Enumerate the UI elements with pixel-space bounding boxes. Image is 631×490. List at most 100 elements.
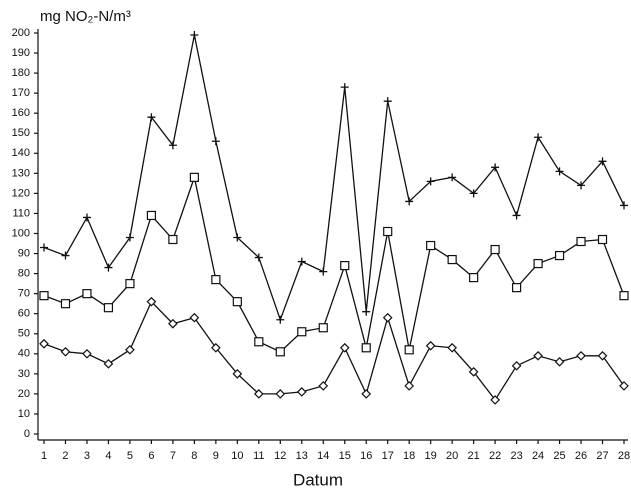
marker-diamond: [318, 381, 329, 391]
marker-plus: [383, 97, 392, 106]
marker-square: [511, 283, 522, 293]
marker-diamond: [554, 356, 565, 367]
marker-square: [576, 236, 586, 247]
marker-plus: [190, 31, 199, 40]
y-tick-label: 160: [12, 107, 30, 119]
marker-plus: [598, 157, 607, 166]
x-tick-label: 26: [575, 450, 587, 462]
x-tick-label: 14: [317, 450, 329, 462]
marker-diamond: [619, 381, 629, 391]
marker-diamond: [468, 366, 479, 377]
x-tick-label: 23: [510, 450, 522, 462]
x-tick-label: 12: [274, 450, 286, 462]
marker-square: [39, 291, 49, 301]
marker-square: [275, 347, 285, 357]
marker-plus: [426, 177, 435, 186]
x-tick-label: 8: [191, 450, 197, 462]
x-tick-label: 24: [532, 450, 544, 462]
y-tick-label: 50: [18, 328, 30, 340]
y-tick-label: 180: [12, 67, 30, 79]
marker-square: [254, 337, 264, 347]
marker-diamond: [339, 342, 350, 353]
marker-plus: [362, 307, 371, 316]
marker-square: [619, 291, 629, 301]
x-tick-label: 9: [213, 450, 219, 462]
marker-diamond: [533, 350, 543, 361]
marker-diamond: [253, 389, 264, 399]
y-tick-label: 0: [24, 428, 30, 440]
marker-square: [447, 254, 457, 265]
marker-square: [168, 234, 178, 245]
x-axis-label: Datum: [293, 470, 343, 489]
x-tick-label: 4: [105, 450, 111, 462]
marker-diamond: [597, 350, 608, 361]
x-tick-label: 3: [84, 450, 90, 462]
x-tick-label: 2: [62, 450, 68, 462]
marker-diamond: [82, 348, 92, 359]
marker-diamond: [39, 338, 49, 349]
x-tick-label: 22: [489, 450, 501, 462]
y-tick-label: 170: [12, 87, 30, 99]
marker-plus: [211, 137, 220, 146]
y-tick-label: 140: [12, 147, 30, 159]
marker-diamond: [576, 350, 586, 361]
marker-diamond: [125, 344, 135, 355]
y-tick-label: 30: [18, 368, 30, 380]
x-tick-label: 7: [170, 450, 176, 462]
y-tick-label: 100: [12, 227, 30, 239]
y-tick-label: 130: [12, 167, 30, 179]
marker-square: [297, 327, 307, 337]
marker-diamond: [168, 318, 178, 329]
y-tick-label: 70: [18, 288, 30, 300]
marker-square: [318, 323, 328, 333]
marker-square: [211, 275, 221, 285]
y-tick-label: 40: [18, 348, 30, 360]
marker-plus: [491, 163, 500, 172]
marker-square: [469, 273, 479, 283]
y-tick-label: 150: [12, 127, 30, 139]
x-tick-label: 17: [382, 450, 394, 462]
y-tick-label: 200: [12, 27, 30, 39]
marker-diamond: [275, 389, 286, 399]
y-tick-label: 20: [18, 388, 30, 400]
marker-square: [554, 250, 565, 261]
marker-plus: [297, 257, 306, 266]
marker-plus: [448, 173, 457, 182]
x-tick-label: 6: [148, 450, 154, 462]
x-tick-label: 13: [296, 450, 308, 462]
marker-diamond: [490, 395, 500, 405]
marker-square: [383, 226, 393, 237]
x-tick-label: 15: [339, 450, 351, 462]
x-tick-label: 10: [231, 450, 243, 462]
series-line: [43, 300, 625, 402]
marker-plus: [254, 253, 263, 262]
marker-diamond: [211, 342, 221, 353]
marker-square: [533, 258, 543, 269]
marker-diamond: [382, 312, 393, 323]
y-tick-label: 80: [18, 268, 30, 280]
x-tick-label: 21: [468, 450, 480, 462]
marker-square: [82, 289, 92, 299]
marker-plus: [82, 213, 91, 222]
marker-diamond: [146, 296, 157, 307]
marker-plus: [512, 211, 521, 220]
marker-plus: [61, 251, 70, 260]
marker-plus: [534, 133, 543, 142]
marker-plus: [405, 197, 414, 206]
marker-square: [232, 297, 242, 307]
marker-plus: [125, 233, 134, 242]
x-tick-label: 19: [425, 450, 437, 462]
x-tick-label: 5: [127, 450, 133, 462]
marker-plus: [340, 83, 349, 92]
marker-diamond: [361, 389, 372, 399]
marker-plus: [40, 243, 48, 252]
marker-diamond: [103, 358, 114, 369]
marker-square: [490, 244, 500, 255]
x-tick-label: 20: [446, 450, 458, 462]
marker-square: [189, 172, 199, 182]
x-tick-label: 27: [596, 450, 608, 462]
marker-diamond: [60, 346, 71, 357]
y-axis-label: mg NO₂-N/m³: [40, 8, 131, 25]
x-tick-label: 18: [403, 450, 415, 462]
